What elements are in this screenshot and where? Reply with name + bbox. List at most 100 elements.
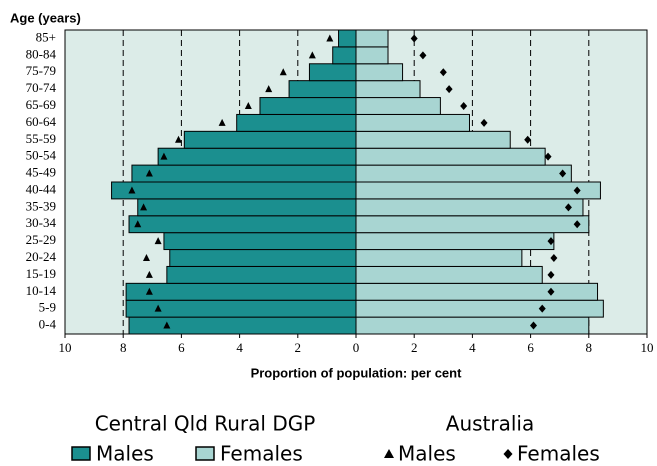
marker [410,34,418,43]
x-tick-label: 2 [295,340,302,355]
marker [134,220,142,228]
marker [326,34,334,42]
y-tick-label: 55-59 [26,131,56,146]
bar [125,282,357,301]
marker [544,152,552,161]
marker [244,102,252,109]
marker [439,68,447,77]
x-tick-label: 10 [641,340,654,355]
marker [538,304,546,313]
bar [355,164,572,183]
marker [160,152,168,160]
bar [111,181,357,200]
marker [547,237,555,246]
bar [332,46,357,65]
bar [355,97,441,115]
marker [573,186,581,195]
marker [154,237,162,245]
y-tick-label: 5-9 [39,300,56,315]
marker [547,287,555,296]
bar [355,80,421,99]
bar [128,316,357,335]
y-tick-label: 15-19 [26,266,56,281]
marker [564,203,572,212]
y-tick-label: 40-44 [26,181,57,196]
y-tick-label: 45-49 [26,165,56,180]
marker [550,254,558,262]
legend-swatch [71,446,91,461]
marker [145,287,153,295]
bar [355,299,604,318]
x-tick-label: 6 [178,340,185,355]
bar [259,97,357,115]
bar [355,249,523,267]
bar [128,215,357,234]
marker [419,51,427,60]
marker [524,135,532,144]
bar [166,265,357,284]
marker [308,51,316,59]
marker [445,85,453,94]
bar [355,282,599,301]
y-axis-label: Age (years) [10,10,81,25]
bar [137,198,357,217]
bar [355,147,546,166]
marker [460,102,468,110]
bar [355,232,555,251]
y-tick-label: 80-84 [26,46,57,61]
y-tick-label: 75-79 [26,63,56,78]
bar [355,215,590,234]
bar [308,63,357,82]
bar [355,113,470,132]
legend-title: Australia [446,412,534,436]
bar [355,265,543,284]
bar [355,63,404,82]
x-tick-label: 4 [469,340,476,355]
marker [573,220,581,229]
y-tick-label: 10-14 [26,283,57,298]
legend-marker [384,449,394,458]
bar [355,46,389,65]
legend-label: Males [96,442,154,466]
bar [183,130,357,149]
y-tick-label: 20-24 [26,249,57,264]
bar [131,164,357,183]
marker [154,304,162,312]
x-tick-label: 6 [527,340,534,355]
bar [163,232,357,251]
bar [288,80,357,99]
legend-title: Central Qld Rural DGP [95,412,316,436]
marker [140,203,148,211]
marker [145,270,153,278]
marker [480,118,488,127]
marker [559,169,567,178]
marker [547,270,555,279]
marker [265,85,273,93]
y-tick-label: 35-39 [26,198,56,213]
marker [218,118,226,126]
bar [355,29,389,48]
marker [174,135,182,143]
x-tick-label: 0 [353,340,360,355]
legend-swatch [195,446,215,461]
legend-label: Males [398,442,456,466]
marker [145,169,153,177]
marker [530,321,538,330]
bar [355,130,511,149]
legend-label: Females [517,442,600,466]
x-tick-label: 2 [411,340,418,355]
y-tick-label: 50-54 [26,148,57,163]
bar [355,181,601,200]
y-tick-label: 85+ [36,29,56,44]
y-tick-label: 70-74 [26,80,57,95]
y-tick-label: 65-69 [26,97,56,112]
marker [163,321,171,329]
bar [236,113,357,132]
x-tick-label: 8 [586,340,593,355]
legend-label: Females [220,442,303,466]
marker [279,68,287,76]
x-tick-label: 4 [236,340,243,355]
bar [338,29,357,48]
y-tick-label: 30-34 [26,215,57,230]
